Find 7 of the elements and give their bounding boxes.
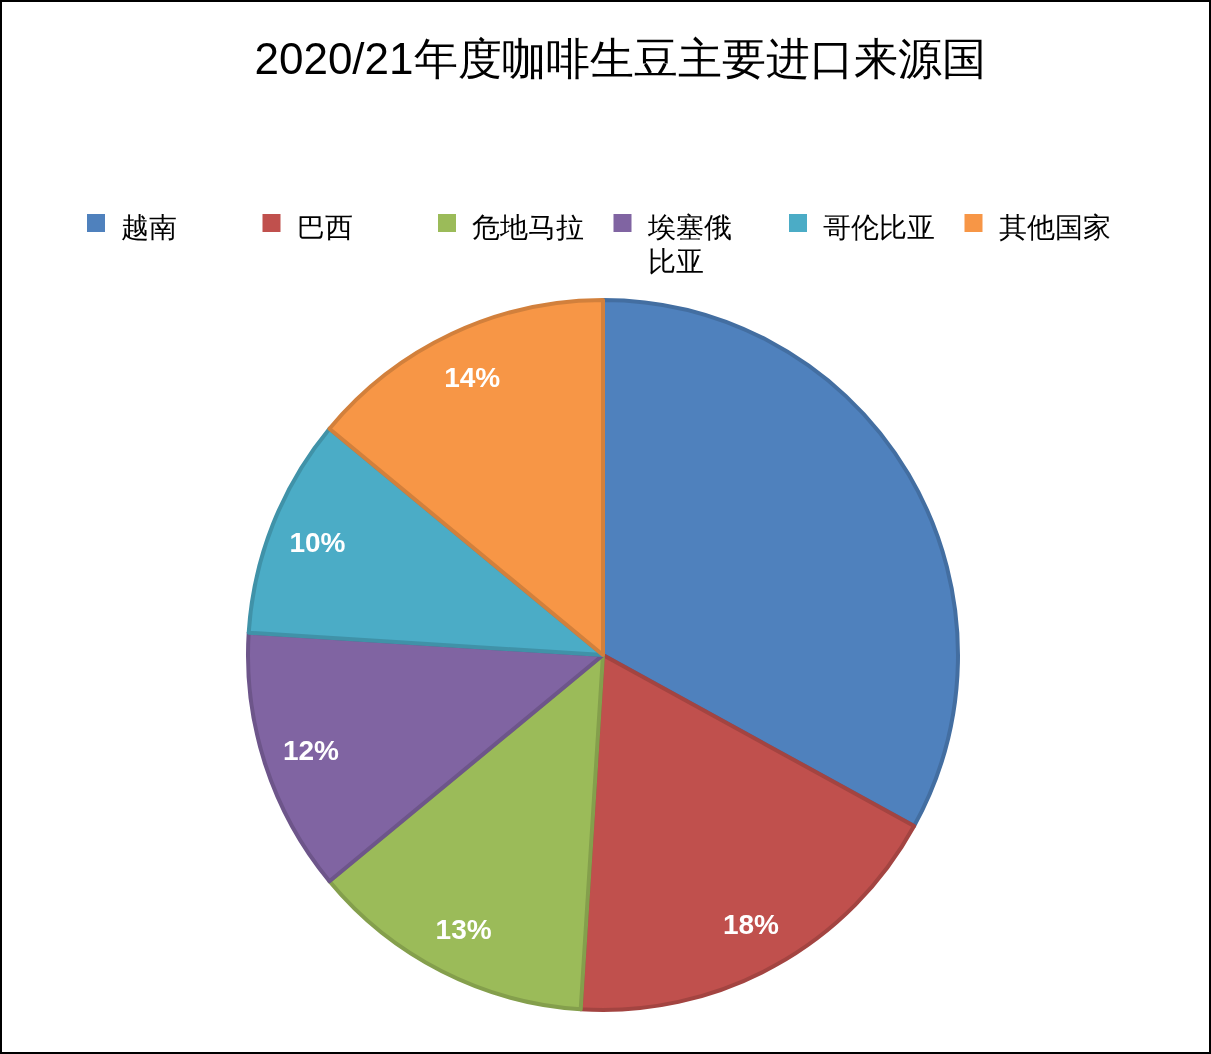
legend-label: 埃塞俄比亚 (646, 212, 732, 277)
legend-label: 哥伦比亚 (823, 212, 935, 243)
title: 2020/21年度咖啡生豆主要进口来源国 (254, 34, 986, 83)
legend-label: 越南 (121, 212, 177, 243)
legend-label: 巴西 (296, 212, 353, 243)
legend-label: 危地马拉 (472, 212, 584, 243)
legend-label: 其他国家 (998, 212, 1111, 243)
